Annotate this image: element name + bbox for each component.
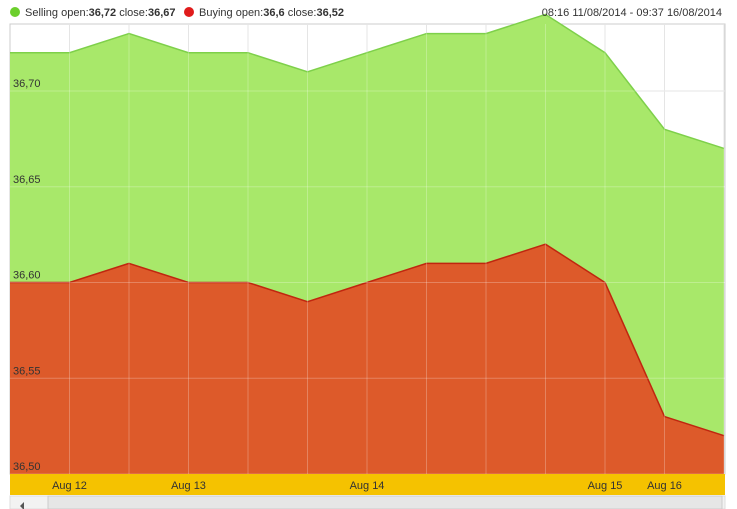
navigator-window <box>47 495 723 509</box>
x-tick-label: Aug 13 <box>171 480 206 492</box>
date-range: 08:16 11/08/2014 - 09:37 16/08/2014 <box>541 7 722 19</box>
y-tick-label: 36,60 <box>13 270 41 282</box>
buying-line <box>10 243 725 437</box>
selling-line <box>10 13 725 150</box>
y-tick-label: 36,65 <box>13 174 41 186</box>
chart-areas <box>10 13 725 475</box>
buying-dot-icon <box>184 7 194 17</box>
legend-item-selling[interactable]: Selling open:36,72 close:36,67 <box>10 7 176 19</box>
selling-open-label: open: <box>61 7 89 19</box>
y-axis-labels: 36,70 36,65 36,60 36,55 36,50 <box>13 78 41 473</box>
x-tick-label: Aug 14 <box>350 480 385 492</box>
selling-close-value: 36,67 <box>147 7 176 19</box>
x-axis-labels: Aug 12 Aug 13 Aug 14 Aug 15 Aug 16 <box>52 480 682 492</box>
selling-close-label: close: <box>119 7 148 19</box>
range-navigator[interactable] <box>9 495 726 509</box>
selling-open-value: 36,72 <box>88 7 117 19</box>
navigator-left-arrow-icon <box>20 502 24 509</box>
buying-close-label: close: <box>287 7 317 19</box>
x-axis-band <box>10 474 725 495</box>
buying-open-label: open: <box>235 7 264 19</box>
buying-open-value: 36,6 <box>263 7 285 19</box>
x-tick-label: Aug 15 <box>588 480 623 492</box>
y-tick-label: 36,55 <box>13 365 41 377</box>
selling-label: Selling <box>25 7 59 19</box>
x-tick-label: Aug 16 <box>647 480 682 492</box>
buying-close-value: 36,52 <box>316 7 344 19</box>
legend: Selling open:36,72 close:36,67 Buying op… <box>0 0 737 24</box>
buying-label: Buying <box>199 7 233 19</box>
buying-area <box>10 244 724 474</box>
y-tick-label: 36,70 <box>13 78 41 90</box>
legend-item-buying[interactable]: Buying open:36,6 close:36,52 <box>184 7 344 19</box>
selling-dot-icon <box>10 7 20 17</box>
y-tick-label: 36,50 <box>13 461 41 473</box>
x-tick-label: Aug 12 <box>52 480 87 492</box>
